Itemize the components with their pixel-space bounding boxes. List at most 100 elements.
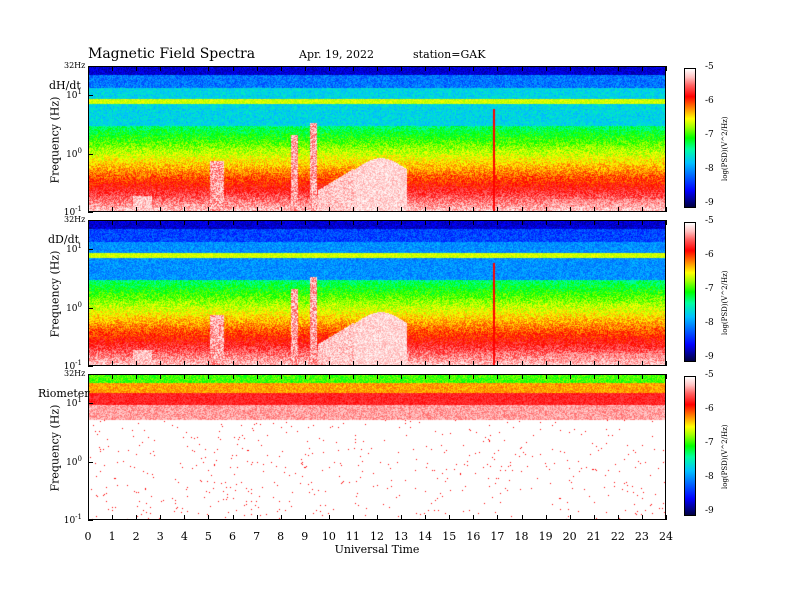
chart-station: station=GAK: [413, 48, 486, 61]
ytop-label-dddt: 32Hz: [64, 215, 86, 224]
x-tick-mark: [328, 374, 330, 379]
colorbar-riometer: [684, 376, 696, 516]
x-tick-mark: [545, 220, 547, 225]
x-tick-mark: [232, 361, 234, 366]
x-tick-label: 23: [634, 530, 649, 543]
x-tick-mark: [449, 361, 451, 366]
x-tick-mark: [232, 374, 234, 379]
x-tick-mark: [208, 220, 210, 225]
x-tick-mark: [256, 361, 258, 366]
x-tick-mark: [352, 374, 354, 379]
x-tick-mark: [521, 66, 523, 71]
x-tick-mark: [184, 66, 186, 71]
x-tick-mark: [521, 220, 523, 225]
x-tick-mark: [449, 66, 451, 71]
x-tick-mark: [232, 515, 234, 520]
x-tick-mark: [425, 220, 427, 225]
colorbar-tick-label: -9: [705, 198, 714, 208]
x-tick-mark: [304, 220, 306, 225]
x-tick-mark: [136, 374, 138, 379]
x-tick-mark: [304, 361, 306, 366]
spectrogram-riometer: [89, 375, 665, 519]
colorbar-tick-label: -9: [705, 506, 714, 516]
panel-dddt: [88, 220, 666, 366]
x-tick-mark: [136, 220, 138, 225]
x-tick-mark: [425, 374, 427, 379]
x-tick-mark: [473, 220, 475, 225]
x-tick-mark: [232, 207, 234, 212]
chart-title: Magnetic Field Spectra: [88, 46, 256, 62]
colorbar-tick-label: -7: [705, 284, 714, 294]
x-tick-mark: [473, 374, 475, 379]
x-tick-mark: [88, 361, 89, 366]
colorbar-tick-label: -9: [705, 352, 714, 362]
x-tick-mark: [641, 66, 643, 71]
x-tick-mark: [666, 207, 667, 212]
x-tick-mark: [545, 374, 547, 379]
x-tick-mark: [593, 207, 595, 212]
colorbar-tick-label: -8: [705, 318, 714, 328]
x-tick-mark: [136, 515, 138, 520]
x-tick-mark: [449, 207, 451, 212]
x-tick-mark: [304, 207, 306, 212]
y-tick-label: 100: [66, 146, 82, 160]
x-tick-mark: [593, 66, 595, 71]
y-tick-label: 101: [66, 396, 82, 410]
x-tick-mark: [545, 66, 547, 71]
x-tick-mark: [617, 361, 619, 366]
x-tick-mark: [377, 361, 378, 366]
y-tick-mark: [88, 403, 93, 405]
x-tick-mark: [88, 66, 89, 71]
x-tick-label: 19: [538, 530, 553, 543]
x-tick-mark: [328, 207, 330, 212]
y-tick-mark: [88, 366, 93, 367]
y-tick-mark: [88, 153, 93, 155]
y-tick-mark: [88, 461, 93, 463]
colorbar-dhdt: [684, 68, 696, 208]
x-tick-label: 13: [394, 530, 409, 543]
x-tick-label: 7: [253, 530, 261, 543]
x-tick-mark: [160, 220, 162, 225]
x-tick-mark: [473, 361, 475, 366]
x-tick-mark: [569, 374, 571, 379]
ytop-label-dhdt: 32Hz: [64, 61, 86, 70]
x-tick-mark: [449, 220, 451, 225]
x-tick-mark: [184, 220, 186, 225]
y-tick-mark: [88, 520, 93, 521]
x-tick-label: 17: [490, 530, 505, 543]
colorbar-tick-label: -6: [705, 96, 714, 106]
colorbar-title: log(PSD)(V^2/Hz): [721, 270, 729, 335]
panel-riometer: [88, 374, 666, 520]
x-tick-mark: [136, 207, 138, 212]
x-tick-mark: [569, 66, 571, 71]
x-tick-mark: [521, 374, 523, 379]
x-tick-label: 20: [562, 530, 577, 543]
x-tick-mark: [497, 515, 499, 520]
ylabel-dddt: Frequency (Hz): [48, 250, 62, 338]
x-tick-label: 12: [370, 530, 384, 543]
x-tick-mark: [666, 515, 667, 520]
y-tick-label: 100: [66, 454, 82, 468]
y-tick-mark: [88, 307, 93, 309]
x-tick-mark: [666, 361, 667, 366]
x-tick-mark: [545, 361, 547, 366]
y-tick-mark: [88, 212, 93, 213]
x-tick-mark: [666, 374, 667, 379]
x-tick-mark: [208, 207, 210, 212]
x-tick-mark: [497, 374, 499, 379]
x-tick-mark: [425, 207, 427, 212]
ytop-label-riometer: 32Hz: [64, 369, 86, 378]
x-tick-mark: [136, 66, 138, 71]
x-tick-mark: [666, 220, 667, 225]
x-tick-mark: [328, 515, 330, 520]
x-tick-mark: [401, 220, 403, 225]
panel-label-dhdt: dH/dt: [49, 79, 81, 92]
x-tick-mark: [304, 374, 306, 379]
x-tick-mark: [352, 515, 354, 520]
x-tick-mark: [617, 220, 619, 225]
x-tick-mark: [280, 515, 282, 520]
x-tick-label: 8: [277, 530, 285, 543]
x-tick-mark: [280, 361, 282, 366]
x-tick-label: 15: [442, 530, 457, 543]
colorbar-tick-label: -7: [705, 130, 714, 140]
